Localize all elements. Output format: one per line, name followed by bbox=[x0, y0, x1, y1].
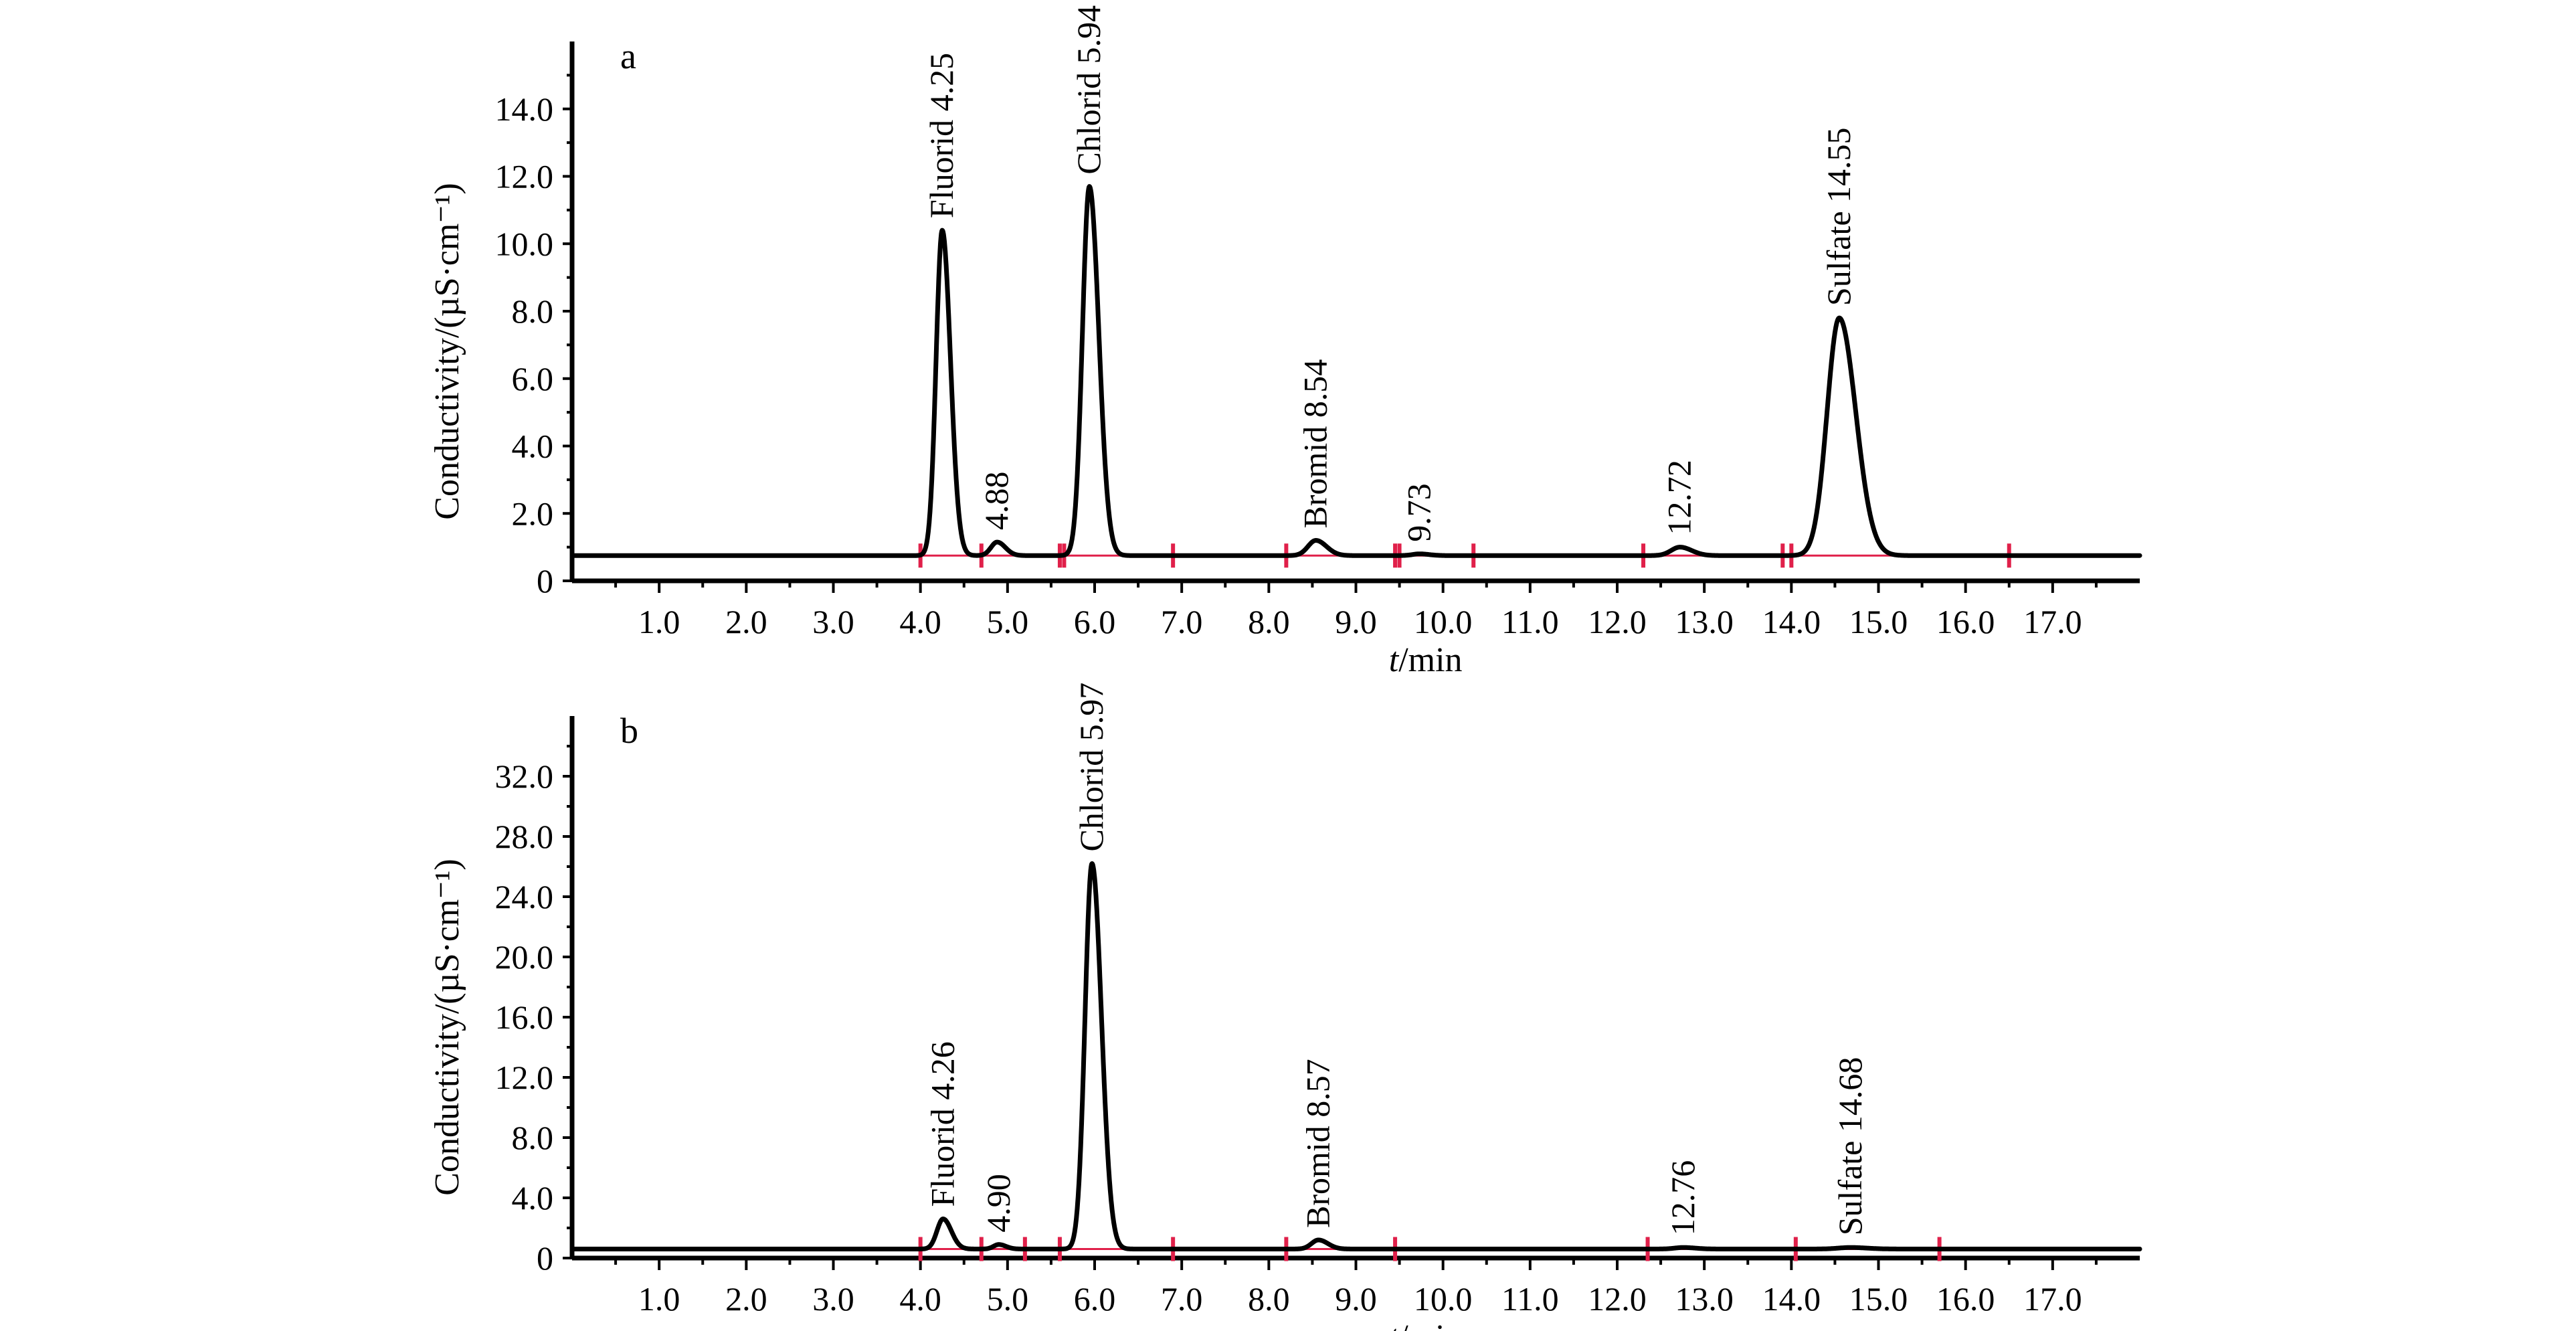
peak-label: Fluorid 4.26 bbox=[924, 1041, 961, 1207]
y-tick-label: 4.0 bbox=[512, 1179, 554, 1217]
x-tick-label: 9.0 bbox=[1335, 603, 1377, 640]
x-tick-label: 13.0 bbox=[1675, 1280, 1734, 1318]
y-tick-label: 4.0 bbox=[512, 428, 554, 465]
x-tick-label: 12.0 bbox=[1588, 603, 1647, 640]
x-tick-label: 15.0 bbox=[1849, 1280, 1908, 1318]
x-tick-label: 14.0 bbox=[1762, 603, 1821, 640]
y-tick-label: 24.0 bbox=[495, 878, 554, 915]
peak-label: 4.90 bbox=[980, 1174, 1017, 1233]
y-tick-label: 14.0 bbox=[495, 90, 554, 128]
peak-label: Fluorid 4.25 bbox=[923, 53, 960, 218]
peak-label: Bromid 8.54 bbox=[1297, 359, 1334, 529]
x-tick-label: 5.0 bbox=[987, 603, 1029, 640]
y-tick-label: 16.0 bbox=[495, 998, 554, 1036]
x-tick-label: 12.0 bbox=[1588, 1280, 1647, 1318]
peak-label: Sulfate 14.68 bbox=[1831, 1057, 1869, 1236]
y-tick-label: 0 bbox=[537, 562, 553, 600]
peak-label: 9.73 bbox=[1400, 483, 1438, 542]
chart-panel-b: 1.0 2.0 3.0 4.0 5.0 6.0 7.0 8.0 9.0 10.0 11.0 12.0 1… bbox=[428, 683, 2142, 1331]
x-axis-title: t/min bbox=[1389, 1318, 1463, 1331]
x-tick-label: 16.0 bbox=[1936, 603, 1995, 640]
x-tick-label: 9.0 bbox=[1335, 1280, 1377, 1318]
y-tick-label: 12.0 bbox=[495, 158, 554, 195]
chromatogram-trace bbox=[569, 184, 2142, 558]
x-tick-label: 2.0 bbox=[725, 603, 767, 640]
x-tick-label: 10.0 bbox=[1414, 603, 1473, 640]
x-tick-label: 13.0 bbox=[1675, 603, 1734, 640]
x-tick-label: 15.0 bbox=[1849, 603, 1908, 640]
y-tick-label: 32.0 bbox=[495, 758, 554, 795]
x-tick-label: 4.0 bbox=[899, 1280, 941, 1318]
x-tick-label: 8.0 bbox=[1248, 1280, 1290, 1318]
chromatogram-trace bbox=[569, 861, 2142, 1251]
x-tick-label: 6.0 bbox=[1074, 1280, 1116, 1318]
x-tick-label: 14.0 bbox=[1762, 1280, 1821, 1318]
x-tick-label: 10.0 bbox=[1414, 1280, 1473, 1318]
y-tick-label: 8.0 bbox=[512, 1119, 554, 1156]
x-axis-title-symbol: t bbox=[1389, 1318, 1400, 1331]
x-tick-label: 7.0 bbox=[1161, 1280, 1203, 1318]
x-axis-title-unit: /min bbox=[1398, 1318, 1462, 1331]
y-tick-label: 8.0 bbox=[512, 292, 554, 330]
y-tick-label: 2.0 bbox=[512, 495, 554, 532]
y-tick-label: 12.0 bbox=[495, 1059, 554, 1096]
x-tick-label: 11.0 bbox=[1501, 603, 1559, 640]
x-tick-label: 11.0 bbox=[1501, 1280, 1559, 1318]
panel-label: b bbox=[620, 711, 638, 751]
y-tick-label: 20.0 bbox=[495, 938, 554, 976]
y-tick-label: 10.0 bbox=[495, 225, 554, 262]
peak-label: Chlorid 5.97 bbox=[1073, 683, 1110, 852]
y-tick-label: 0 bbox=[537, 1239, 553, 1277]
x-tick-label: 8.0 bbox=[1248, 603, 1290, 640]
panel-label: a bbox=[620, 36, 636, 76]
x-tick-label: 1.0 bbox=[638, 603, 680, 640]
peak-label: Chlorid 5.94 bbox=[1070, 5, 1107, 175]
peak-label: Bromid 8.57 bbox=[1299, 1059, 1337, 1228]
y-axis-title: Conductivity/(µS·cm⁻¹) bbox=[428, 859, 466, 1195]
x-tick-label: 5.0 bbox=[987, 1280, 1029, 1318]
x-tick-label: 4.0 bbox=[899, 603, 941, 640]
x-tick-label: 6.0 bbox=[1074, 603, 1116, 640]
peak-label: 12.76 bbox=[1664, 1160, 1701, 1236]
peak-label: 4.88 bbox=[978, 472, 1015, 531]
x-tick-label: 17.0 bbox=[2023, 1280, 2082, 1318]
y-axis-title: Conductivity/(µS·cm⁻¹) bbox=[428, 183, 466, 519]
x-tick-label: 16.0 bbox=[1936, 1280, 1995, 1318]
x-tick-label: 7.0 bbox=[1161, 603, 1203, 640]
y-tick-label: 28.0 bbox=[495, 818, 554, 855]
x-tick-label: 17.0 bbox=[2023, 603, 2082, 640]
peak-label: Sulfate 14.55 bbox=[1820, 127, 1857, 306]
peak-label: 12.72 bbox=[1661, 460, 1698, 535]
y-tick-label: 6.0 bbox=[512, 360, 554, 397]
chart-panel-a: 1.0 2.0 3.0 4.0 5.0 6.0 7.0 8.0 9.0 10.0 11.0 12.0 1… bbox=[428, 5, 2142, 679]
x-axis-title-unit: /min bbox=[1398, 641, 1462, 679]
x-tick-label: 2.0 bbox=[725, 1280, 767, 1318]
x-axis-title-symbol: t bbox=[1389, 641, 1400, 679]
x-tick-label: 1.0 bbox=[638, 1280, 680, 1318]
x-axis-title: t/min bbox=[1389, 641, 1463, 679]
x-tick-label: 3.0 bbox=[812, 1280, 854, 1318]
x-tick-label: 3.0 bbox=[812, 603, 854, 640]
